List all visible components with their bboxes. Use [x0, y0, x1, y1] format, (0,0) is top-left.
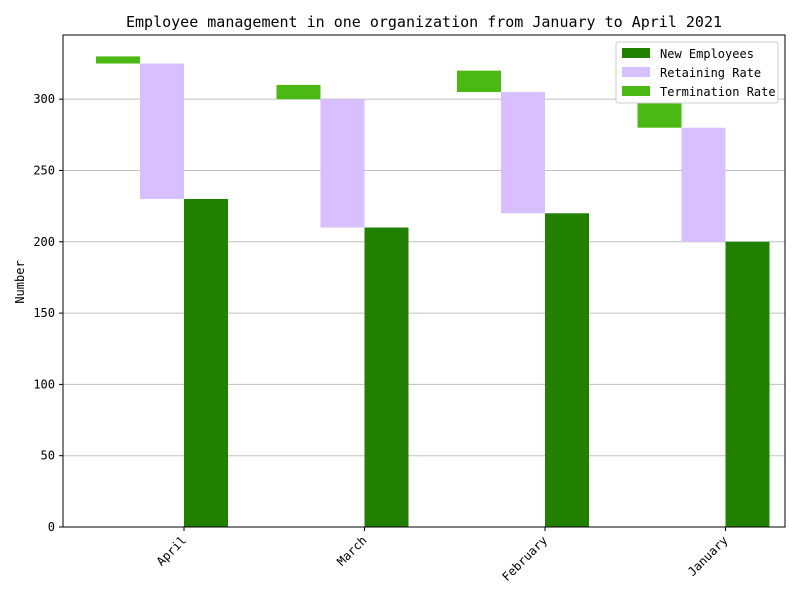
legend-swatch — [622, 86, 650, 96]
bar-new-employees — [184, 199, 228, 527]
y-tick-label: 100 — [33, 377, 55, 391]
bar-new-employees — [545, 213, 589, 527]
bar-retaining-rate — [140, 63, 184, 199]
y-tick-label: 150 — [33, 306, 55, 320]
legend-swatch — [622, 67, 650, 77]
legend-swatch — [622, 48, 650, 58]
legend-label: Termination Rate — [660, 85, 776, 99]
y-tick-label: 200 — [33, 235, 55, 249]
x-tick-label: April — [154, 533, 189, 568]
legend-label: Retaining Rate — [660, 66, 761, 80]
bar-termination-rate — [276, 84, 321, 100]
bar-termination-rate — [457, 70, 501, 93]
legend: New Employees Retaining Rate Termination R… — [615, 41, 779, 104]
x-tick-label: February — [499, 533, 550, 584]
bar-new-employees — [725, 241, 770, 528]
legend-label: New Employees — [660, 47, 754, 61]
y-axis-label: Number — [13, 260, 27, 303]
y-tick-label: 250 — [33, 163, 55, 177]
y-tick-label: 50 — [41, 449, 55, 463]
bar-retaining-rate — [501, 92, 545, 214]
y-tick-label: 0 — [48, 520, 55, 534]
bars-layer — [96, 56, 770, 528]
bar-retaining-rate — [320, 99, 365, 228]
plot-frame — [62, 34, 786, 528]
bar-termination-rate — [96, 56, 140, 64]
bar-new-employees — [364, 227, 409, 528]
x-tick-label: March — [334, 533, 369, 568]
legend-box — [615, 41, 779, 104]
y-tick-label: 300 — [33, 92, 55, 106]
bar-retaining-rate — [681, 127, 726, 242]
x-tick-label: January — [685, 533, 731, 579]
bar-termination-rate — [637, 99, 682, 128]
chart-title: Employee management in one organization … — [126, 13, 722, 31]
